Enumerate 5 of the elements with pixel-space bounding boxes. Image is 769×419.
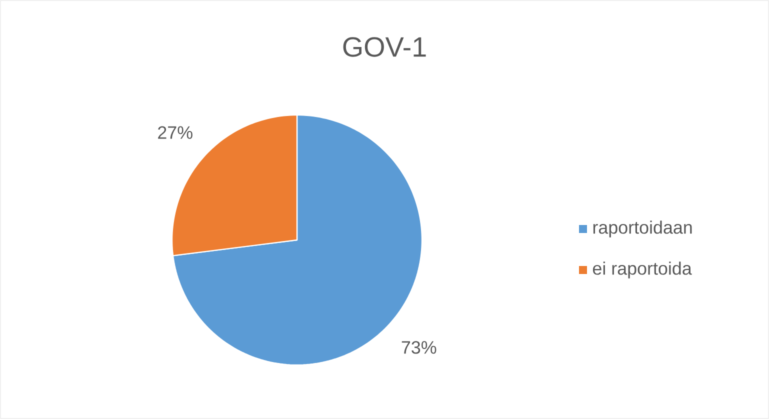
data-label: 27%: [158, 126, 192, 139]
legend-label: raportoidaan: [593, 220, 692, 238]
legend-label: ei raportoida: [592, 262, 692, 278]
data-label: 73%: [402, 341, 436, 354]
chart-title: GOV-1: [343, 37, 426, 57]
